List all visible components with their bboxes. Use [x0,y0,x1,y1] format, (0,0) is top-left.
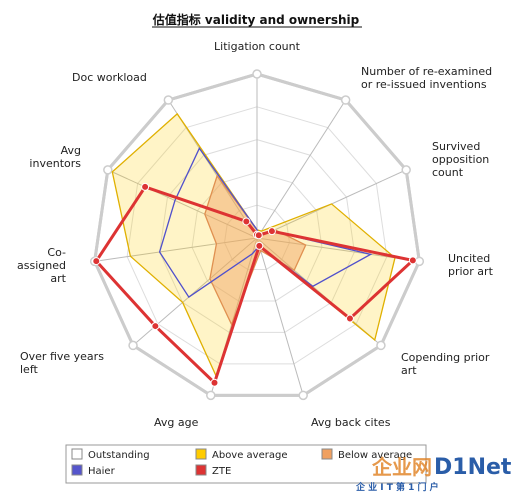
axis-spoke [107,169,258,239]
grid-ring [126,106,388,365]
legend-label: Haier [88,466,116,477]
legend-label: ZTE [212,466,231,477]
zte-point [92,257,101,266]
watermark: 企业网 D1Net 企 业 I T 第 1 门 户 [355,455,512,492]
legend-swatch [321,448,333,460]
zte-point [345,314,354,323]
zte-point [141,182,150,191]
axis-label: Uncited prior art [448,252,494,278]
axis-label: Co-assigned art [17,246,67,285]
outstanding-point [340,95,351,105]
legend-label: Above average [212,450,288,461]
axis-spoke [256,99,347,239]
axis-label: Litigation count [214,40,301,53]
zte-point [151,322,160,331]
radar-series [89,69,425,401]
axis-label: Survived opposition count [432,140,489,179]
axis-label: Copending prior art [401,351,490,377]
outstanding-point [206,390,216,401]
zte-point [242,217,251,226]
axis-labels: Litigation count Number of re-examined or … [17,40,494,429]
zte-point [255,241,264,250]
legend-box [65,444,427,484]
axis-label: Number of re-examined or re-issued invent… [361,65,492,91]
axis-label: Avg age [154,416,199,429]
axis-label: Avg back cites [311,416,391,429]
chart-title: 估值指标 validity and ownership [152,12,360,27]
watermark-brand: D1Net [434,455,512,480]
legend-label: Outstanding [88,450,150,461]
legend-swatch [195,448,207,460]
zte-point [210,378,219,387]
watermark-sub: 企 业 I T 第 1 门 户 [355,481,439,492]
outstanding-point [103,165,113,175]
outstanding-point [128,340,138,351]
outstanding-point [252,69,262,79]
axis-label: Avg inventors [29,144,81,170]
axis-label: Doc workload [72,71,147,84]
axis-label: Over five years left [20,350,104,376]
axis-spoke [256,237,304,396]
legend-swatch [71,464,83,476]
outstanding-point [163,95,174,105]
zte-point [254,231,263,240]
grid-ring [159,139,355,333]
series-outstanding [93,72,421,397]
outstanding-point [298,390,308,401]
outstanding-point [376,340,386,351]
zte-point [267,227,276,236]
legend-swatch [71,448,83,460]
watermark-main: 企业网 [371,455,432,479]
legend-label: Below average [338,450,412,461]
legend-swatch [195,464,207,476]
zte-point [408,256,417,265]
legend: Outstanding Above average Below average Hai… [65,444,427,484]
outstanding-point [401,165,411,175]
axis-spoke [94,237,258,262]
